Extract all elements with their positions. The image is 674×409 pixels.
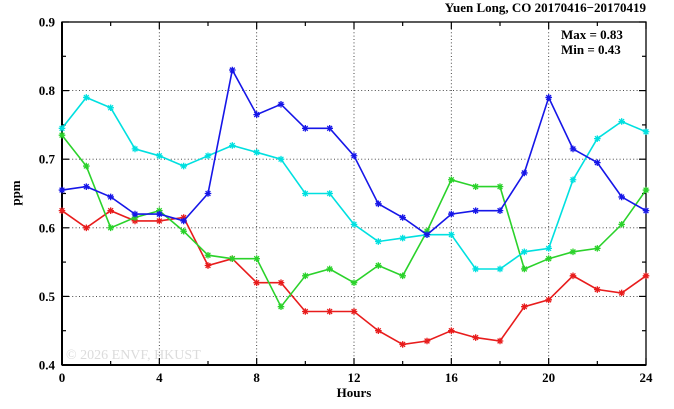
series-markers-blue [58,66,650,238]
y-tick-label-0.5: 0.5 [39,289,56,304]
y-tick-label-0.8: 0.8 [39,83,56,98]
y-tick-label-0.7: 0.7 [39,152,56,167]
x-tick-label-12: 12 [348,370,361,385]
series-markers-cyan [58,94,650,273]
x-tick-label-20: 20 [542,370,555,385]
grid-layer [62,22,646,365]
y-tick-label-0.9: 0.9 [39,15,56,30]
x-tick-label-24: 24 [640,370,654,385]
series-markers-red [58,207,650,348]
max-annotation: Max = 0.83 [561,27,623,42]
axes-frame-layer [61,21,647,366]
x-tick-label-8: 8 [253,370,260,385]
y-axis-label: ppm [8,180,23,205]
x-tick-label-0: 0 [59,370,66,385]
series-markers-green [58,131,650,310]
min-annotation: Min = 0.43 [561,42,621,57]
x-axis-label: Hours [337,385,372,400]
tick-label-layer: 0 4 8 12 16 20 24 0.4 0.5 0.6 0.7 0.8 0.9 [39,15,653,386]
x-tick-label-16: 16 [445,370,459,385]
watermark: © 2026 ENVF, HKUST [66,348,201,363]
chart-title: Yuen Long, CO 20170416−20170419 [445,0,647,15]
y-tick-label-0.4: 0.4 [39,358,56,373]
series-layer [58,66,650,348]
x-tick-label-4: 4 [156,370,163,385]
y-tick-label-0.6: 0.6 [39,220,56,235]
